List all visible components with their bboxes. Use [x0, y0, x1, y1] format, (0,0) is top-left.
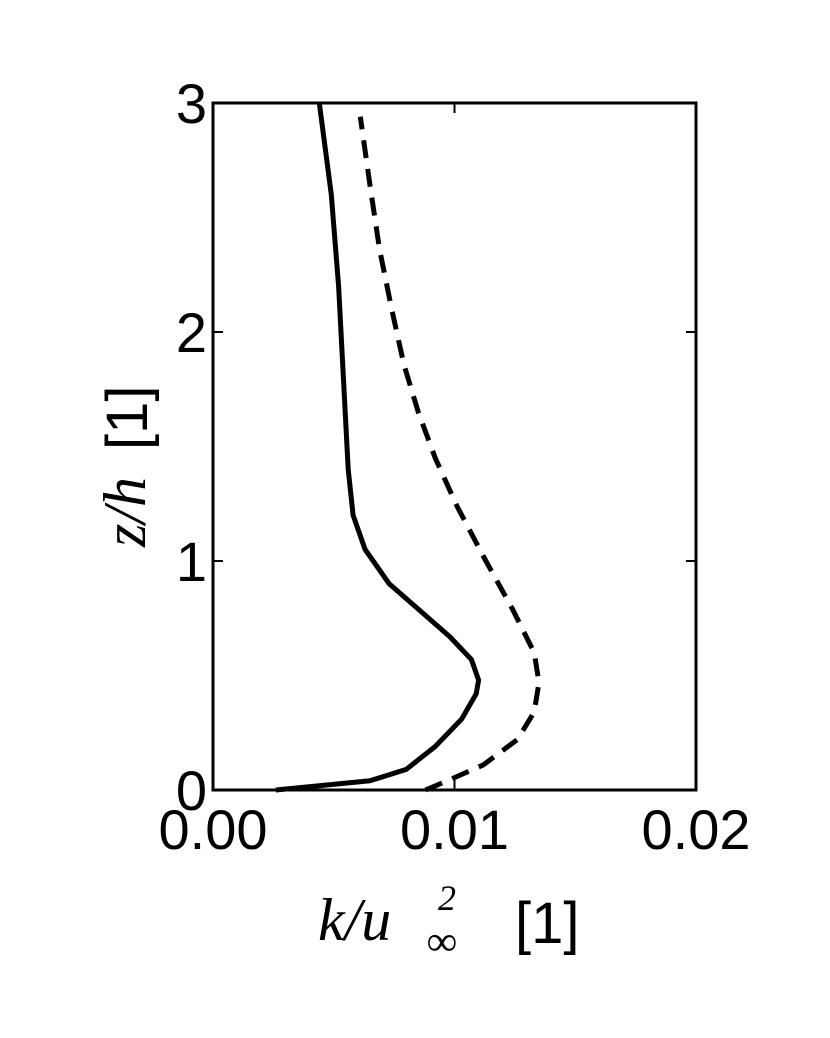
x-tick-label-0: 0.00 — [159, 798, 268, 861]
y-tick-label-0: 0 — [176, 759, 207, 822]
x-tick-label-2: 0.02 — [642, 798, 751, 861]
plot-frame — [211, 101, 698, 792]
series-line-solid — [275, 102, 482, 793]
y-tick-label-1: 1 — [176, 530, 207, 593]
x-axis-label-math: k/u — [318, 887, 391, 953]
series-lines — [275, 102, 542, 793]
y-axis-label-unit: [1] — [95, 386, 160, 451]
x-axis-label-sub: ∞ — [427, 919, 457, 965]
y-tick-label-3: 3 — [176, 72, 207, 135]
x-axis-label: k/u 2 ∞ [1] — [318, 878, 580, 965]
series-line-dashed — [357, 116, 542, 793]
axis-ticks — [212, 102, 697, 791]
x-tick-label-1: 0.01 — [400, 798, 509, 861]
y-axis-label-math: z/h — [92, 477, 158, 548]
y-axis-label: z/h [1] — [92, 386, 160, 549]
x-axis-label-sup: 2 — [438, 878, 456, 918]
x-axis-label-unit: [1] — [515, 891, 580, 956]
y-tick-label-2: 2 — [176, 301, 207, 364]
